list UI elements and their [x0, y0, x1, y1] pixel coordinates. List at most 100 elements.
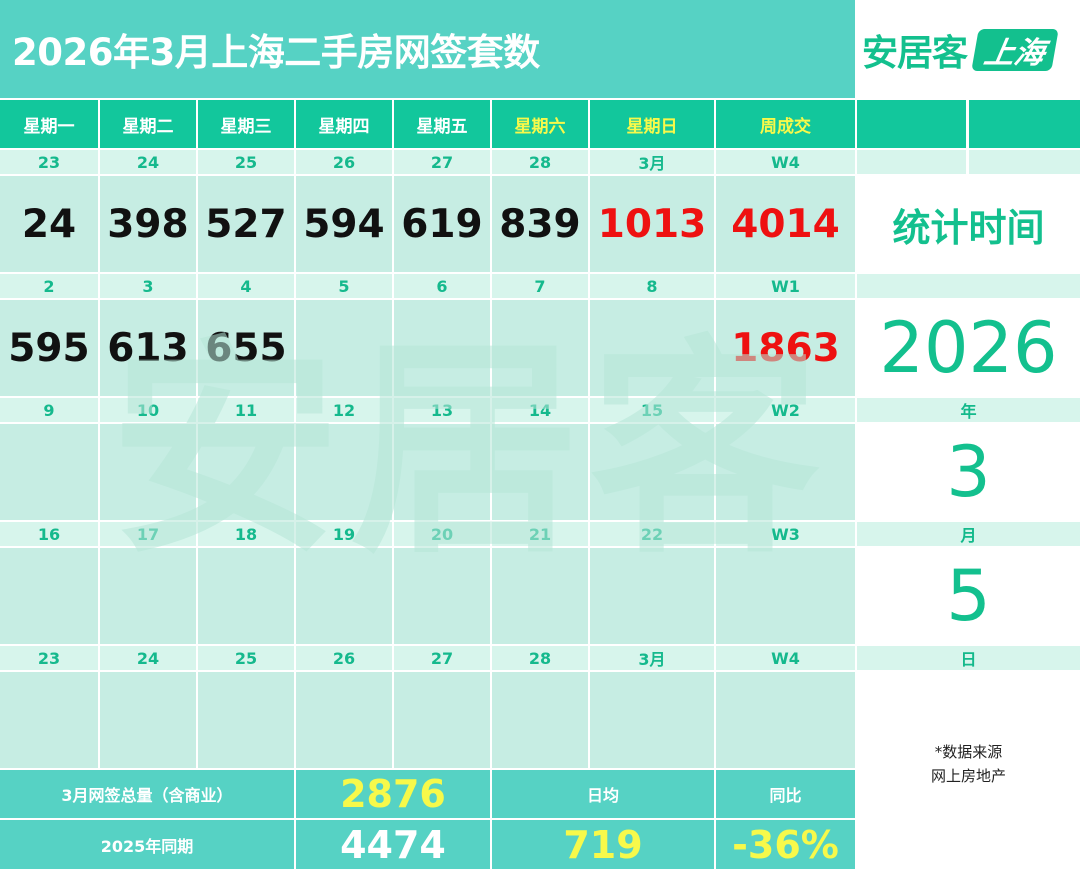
date-label: 25: [198, 150, 294, 174]
weekday-header: 星期二: [100, 100, 196, 148]
date-label: 8: [590, 274, 714, 298]
signings-count-cell: [492, 424, 588, 520]
signings-count-cell: 594: [296, 176, 392, 272]
date-label: 5: [296, 274, 392, 298]
stat-year-unit: 年: [857, 398, 1080, 422]
date-label: W1: [716, 274, 855, 298]
side-date-cell: [857, 150, 966, 174]
signings-count-cell: [394, 548, 490, 644]
side-date-cell: [969, 150, 1080, 174]
date-label: 28: [492, 150, 588, 174]
date-label: 12: [296, 398, 392, 422]
last-year-value: 4474: [296, 820, 490, 869]
signings-count-cell: [198, 672, 294, 768]
logo-brand: 安居客: [862, 33, 968, 74]
date-label: 24: [100, 150, 196, 174]
date-label: 20: [394, 522, 490, 546]
stat-day: 5: [946, 555, 991, 637]
date-label: 18: [198, 522, 294, 546]
signings-count-cell: 4014: [716, 176, 855, 272]
signings-count-cell: 398: [100, 176, 196, 272]
date-label: 27: [394, 150, 490, 174]
signings-count-cell: [100, 672, 196, 768]
signings-count-cell: [0, 548, 98, 644]
signings-count-cell: 655: [198, 300, 294, 396]
date-label: 15: [590, 398, 714, 422]
signings-count-cell: [716, 548, 855, 644]
date-label: 11: [198, 398, 294, 422]
date-label: 24: [100, 646, 196, 670]
date-label: 23: [0, 150, 98, 174]
weekday-header: 星期三: [198, 100, 294, 148]
date-label: 21: [492, 522, 588, 546]
side-date-cell: [857, 274, 1080, 298]
date-label: 6: [394, 274, 490, 298]
signings-count-cell: 527: [198, 176, 294, 272]
date-label: 27: [394, 646, 490, 670]
last-year-label: 2025年同期: [0, 820, 294, 869]
stat-month-unit: 月: [857, 522, 1080, 546]
signings-count-cell: [100, 548, 196, 644]
weekday-header: 周成交: [716, 100, 855, 148]
date-label: 23: [0, 646, 98, 670]
signings-count-cell: [716, 672, 855, 768]
date-label: W4: [716, 150, 855, 174]
signings-count-cell: [296, 548, 392, 644]
signings-count-cell: 619: [394, 176, 490, 272]
date-label: W4: [716, 646, 855, 670]
date-label: 2: [0, 274, 98, 298]
weekday-header: 星期六: [492, 100, 588, 148]
signings-count-cell: [0, 424, 98, 520]
side-header-cell: [969, 100, 1080, 148]
date-label: 14: [492, 398, 588, 422]
date-label: 3月: [590, 150, 714, 174]
signings-count-cell: [590, 300, 714, 396]
signings-count-cell: [716, 424, 855, 520]
weekday-header: 星期日: [590, 100, 714, 148]
signings-count-cell: 1013: [590, 176, 714, 272]
side-header-cell: [857, 100, 966, 148]
signings-count-cell: [296, 424, 392, 520]
date-label: 16: [0, 522, 98, 546]
signings-count-cell: [590, 424, 714, 520]
signings-count-cell: 613: [100, 300, 196, 396]
page-title: 2026年3月上海二手房网签套数: [0, 0, 855, 98]
logo-city: 上海: [971, 29, 1059, 71]
date-label: 26: [296, 646, 392, 670]
yoy-value: -36%: [716, 820, 855, 869]
date-label: 22: [590, 522, 714, 546]
signings-count-cell: [0, 672, 98, 768]
date-label: 7: [492, 274, 588, 298]
signings-count-cell: [394, 300, 490, 396]
source-line-1: *数据来源: [934, 743, 1003, 761]
date-label: 4: [198, 274, 294, 298]
yoy-label: 同比: [716, 770, 855, 818]
signings-count-cell: [296, 300, 392, 396]
signings-count-cell: [394, 672, 490, 768]
signings-count-cell: [492, 548, 588, 644]
weekday-header: 星期一: [0, 100, 98, 148]
signings-count-cell: [198, 424, 294, 520]
date-label: 28: [492, 646, 588, 670]
daily-avg-value: 719: [492, 820, 714, 869]
data-source-note: *数据来源 网上房地产: [857, 740, 1080, 800]
source-line-2: 网上房地产: [930, 767, 1006, 785]
date-label: W2: [716, 398, 855, 422]
total-value: 2876: [296, 770, 490, 818]
date-label: 3月: [590, 646, 714, 670]
weekday-header: 星期四: [296, 100, 392, 148]
date-label: 25: [198, 646, 294, 670]
signings-count-cell: [394, 424, 490, 520]
signings-count-cell: [100, 424, 196, 520]
signings-count-cell: [590, 548, 714, 644]
daily-avg-label: 日均: [492, 770, 714, 818]
date-label: 3: [100, 274, 196, 298]
date-label: W3: [716, 522, 855, 546]
signings-count-cell: [492, 300, 588, 396]
stat-year: 2026: [879, 307, 1058, 389]
signings-count-cell: 595: [0, 300, 98, 396]
stat-day-unit: 日: [857, 646, 1080, 670]
signings-count-cell: 24: [0, 176, 98, 272]
date-label: 26: [296, 150, 392, 174]
date-label: 9: [0, 398, 98, 422]
